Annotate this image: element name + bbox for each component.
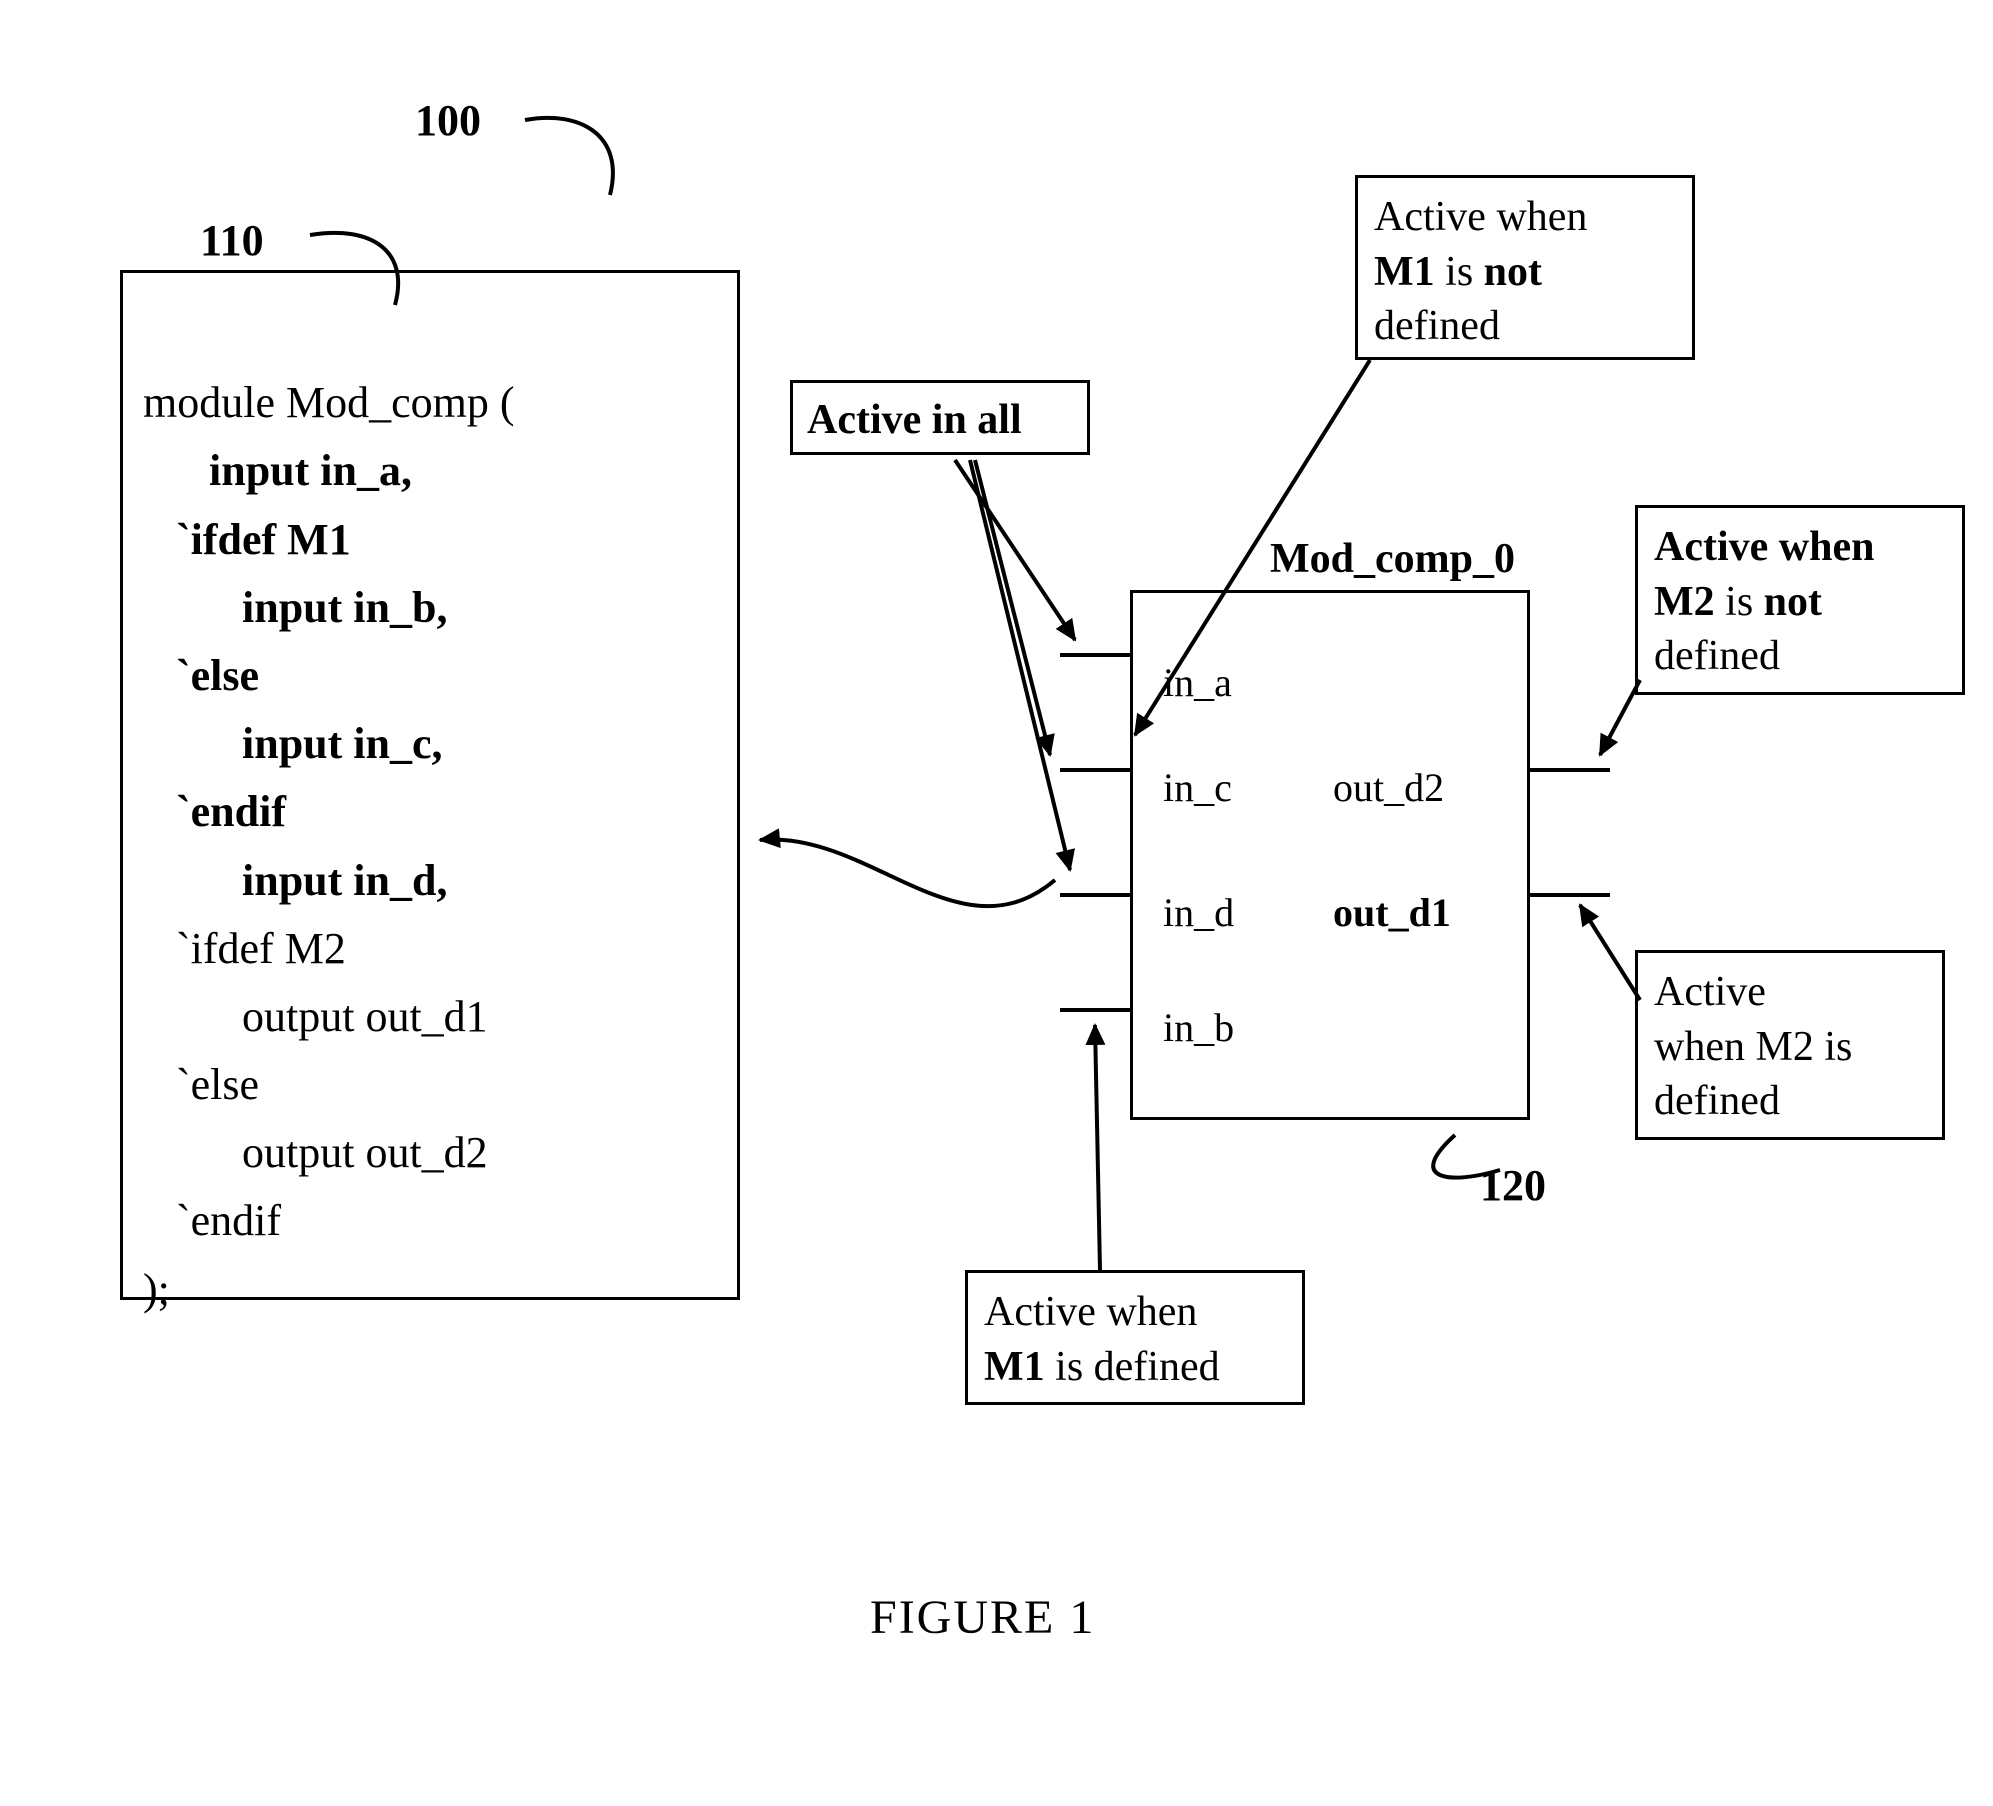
note-m1-not-defined: Active when M1 is not defined: [1355, 175, 1695, 360]
note-text: when M2 is: [1654, 1024, 1852, 1070]
note-text: is: [1715, 579, 1764, 625]
ref-100: 100: [415, 95, 481, 146]
port-in-d: in_d: [1163, 873, 1234, 953]
module-title: Mod_comp_0: [1270, 535, 1515, 583]
module-box: in_a in_c in_d in_b out_d2 out_d1: [1130, 590, 1530, 1120]
code-line: `ifdef M1: [176, 515, 351, 564]
note-text: Active when: [1654, 524, 1874, 570]
note-text: is: [1435, 249, 1484, 295]
code-line: input in_d,: [242, 856, 447, 905]
code-listing: module Mod_comp ( input in_a, `ifdef M1 …: [143, 301, 717, 1324]
code-line: input in_b,: [242, 583, 447, 632]
figure-canvas: 100 110 120 module Mod_comp ( input in_a…: [0, 0, 1993, 1806]
code-line: input in_a,: [209, 446, 412, 495]
code-box: module Mod_comp ( input in_a, `ifdef M1 …: [120, 270, 740, 1300]
code-line: input in_c,: [242, 719, 443, 768]
code-line: );: [143, 1265, 170, 1314]
note-text: not: [1484, 249, 1542, 295]
code-line: `else: [176, 651, 259, 700]
code-line: output out_d2: [242, 1128, 488, 1177]
note-text: M1: [1374, 249, 1435, 295]
note-active-all: Active in all: [790, 380, 1090, 455]
note-text: not: [1764, 579, 1822, 625]
note-text: M2: [1654, 579, 1715, 625]
curve-to-code: [760, 839, 1055, 906]
note-m2-defined: Active when M2 is defined: [1635, 950, 1945, 1140]
note-text: defined: [1654, 1078, 1780, 1124]
port-in-b: in_b: [1163, 988, 1234, 1068]
code-line: output out_d1: [242, 992, 488, 1041]
code-line: module Mod_comp (: [143, 378, 515, 427]
port-out-d2: out_d2: [1333, 748, 1444, 828]
port-in-c: in_c: [1163, 748, 1232, 828]
code-line: `else: [176, 1060, 259, 1109]
figure-caption: FIGURE 1: [870, 1590, 1095, 1645]
note-text: defined: [1654, 633, 1780, 679]
code-line: `ifdef M2: [176, 924, 346, 973]
code-line: `endif: [176, 787, 286, 836]
note-text: M1: [984, 1344, 1045, 1390]
code-line: `endif: [176, 1196, 281, 1245]
ref-120: 120: [1480, 1160, 1546, 1211]
ref-110: 110: [200, 215, 264, 266]
note-text: Active when: [1374, 194, 1587, 240]
note-text: defined: [1374, 303, 1500, 349]
port-out-d1: out_d1: [1333, 873, 1451, 953]
note-m1-defined: Active when M1 is defined: [965, 1270, 1305, 1405]
port-in-a: in_a: [1163, 643, 1232, 723]
note-text: Active when: [984, 1289, 1197, 1335]
note-text: is defined: [1045, 1344, 1220, 1390]
note-text: Active: [1654, 969, 1766, 1015]
note-m2-not-defined: Active when M2 is not defined: [1635, 505, 1965, 695]
